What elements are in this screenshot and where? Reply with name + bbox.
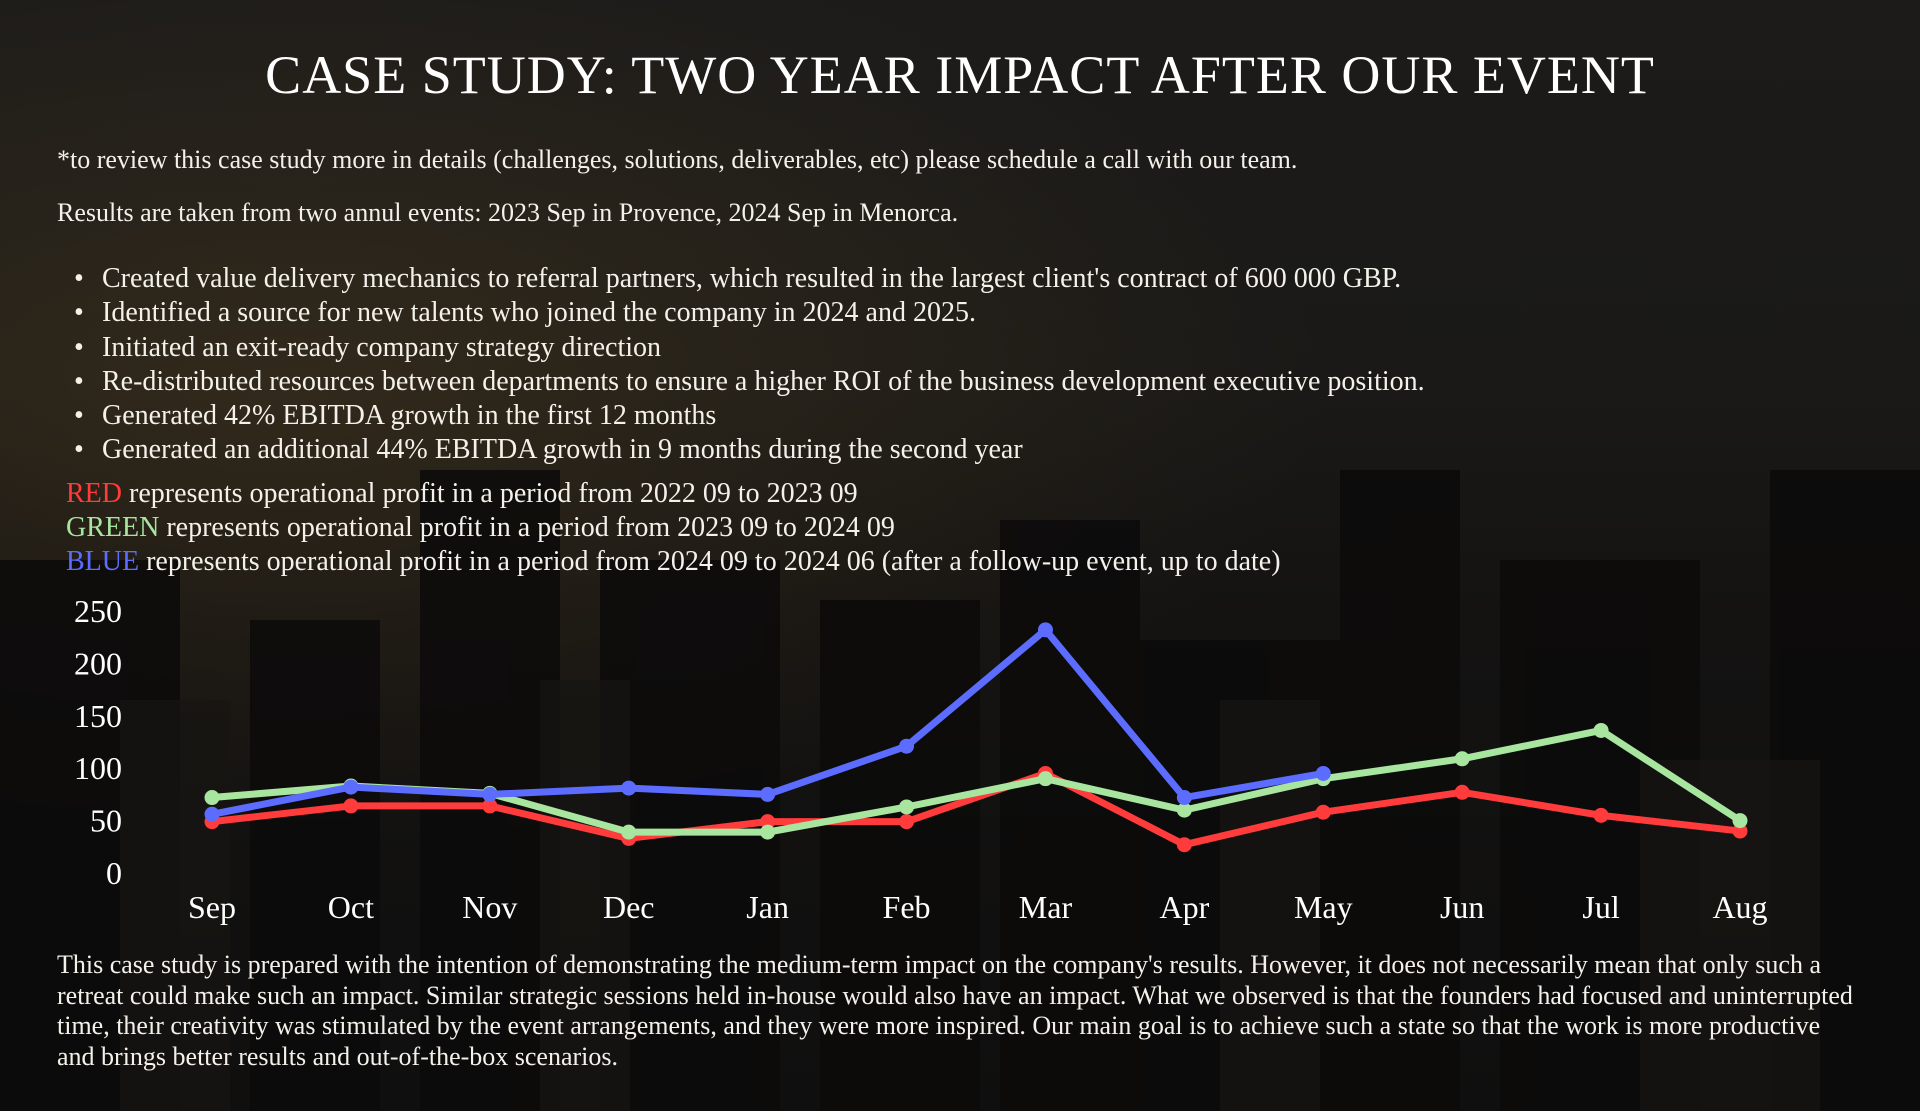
bullet-icon: • xyxy=(74,263,84,294)
x-tick-label: Oct xyxy=(328,889,374,925)
x-tick-label: Jan xyxy=(746,889,789,925)
y-tick-label: 150 xyxy=(74,698,122,734)
series-red xyxy=(204,765,1748,853)
data-point-blue xyxy=(899,738,915,754)
x-tick-label: Jul xyxy=(1582,889,1619,925)
legend-key-red: RED xyxy=(66,478,122,509)
x-tick-label: Feb xyxy=(883,889,931,925)
legend-green: GREEN represents operational profit in a… xyxy=(66,512,895,543)
x-tick-label: May xyxy=(1294,889,1353,925)
x-tick-label: Sep xyxy=(188,889,236,925)
data-point-green xyxy=(621,824,637,840)
data-point-blue xyxy=(1315,765,1331,781)
data-point-red xyxy=(1315,804,1331,820)
y-tick-label: 100 xyxy=(74,750,122,786)
x-tick-label: Apr xyxy=(1159,889,1209,925)
bullet-icon: • xyxy=(74,297,84,329)
data-point-red xyxy=(1176,837,1192,853)
series-line-blue xyxy=(211,626,1324,818)
legend-red: RED represents operational profit in a p… xyxy=(66,478,858,509)
disclaimer-paragraph: This case study is prepared with the int… xyxy=(57,950,1853,1071)
list-item: • Created value delivery mechanics to ref… xyxy=(74,262,1425,296)
bullet-icon: • xyxy=(74,400,84,432)
data-point-red xyxy=(760,814,776,830)
data-point-green xyxy=(1037,771,1053,787)
data-point-green xyxy=(1593,722,1609,738)
data-point-red xyxy=(343,798,359,814)
x-tick-label: Aug xyxy=(1712,889,1767,925)
data-point-green xyxy=(204,790,220,806)
data-point-green xyxy=(1176,802,1192,818)
bullet-icon: • xyxy=(74,331,84,363)
series-green xyxy=(204,722,1748,840)
bullet-icon: • xyxy=(74,365,84,397)
data-point-blue xyxy=(760,786,776,802)
data-point-blue xyxy=(1037,622,1053,638)
list-item: • Re-distributed resources between depart… xyxy=(74,365,1425,399)
data-point-blue xyxy=(204,806,220,822)
y-tick-label: 50 xyxy=(90,803,122,839)
data-point-red xyxy=(1732,823,1748,839)
data-point-blue xyxy=(1176,790,1192,806)
data-point-green xyxy=(1454,751,1470,767)
y-tick-label: 250 xyxy=(74,593,122,629)
schedule-call-note: *to review this case study more in detai… xyxy=(57,145,1298,174)
data-point-green xyxy=(899,799,915,815)
series-line-red xyxy=(211,769,1741,849)
data-point-red xyxy=(1454,784,1470,800)
legend-key-blue: BLUE xyxy=(66,546,140,577)
data-point-blue xyxy=(343,779,359,795)
results-list: • Created value delivery mechanics to ref… xyxy=(57,262,1425,468)
list-item: • Initiated an exit-ready company strateg… xyxy=(74,331,1425,365)
series-blue xyxy=(204,622,1331,822)
data-point-blue xyxy=(621,780,637,796)
list-item: • Generated 42% EBITDA growth in the firs… xyxy=(74,399,1425,433)
data-point-red xyxy=(1593,807,1609,823)
list-item: • Identified a source for new talents who… xyxy=(74,296,1425,330)
legend-key-green: GREEN xyxy=(66,512,160,543)
x-tick-label: Mar xyxy=(1019,889,1073,925)
legend-blue: BLUE represents operational profit in a … xyxy=(66,546,1281,577)
series-line-green xyxy=(211,726,1742,836)
y-tick-label: 0 xyxy=(106,855,122,891)
bullet-icon: • xyxy=(74,434,84,466)
y-tick-label: 200 xyxy=(74,645,122,681)
x-tick-label: Dec xyxy=(603,889,655,925)
data-point-red xyxy=(899,814,915,830)
x-tick-label: Nov xyxy=(462,889,517,925)
data-point-blue xyxy=(482,786,498,802)
data-point-green xyxy=(1732,813,1748,829)
data-point-red xyxy=(482,798,498,814)
events-note: Results are taken from two annul events:… xyxy=(57,198,959,227)
x-tick-label: Jun xyxy=(1440,889,1484,925)
list-item: • Generated an additional 44% EBITDA grow… xyxy=(74,433,1425,467)
page-title: CASE STUDY: TWO YEAR IMPACT AFTER OUR EV… xyxy=(265,45,1655,105)
data-point-green xyxy=(760,824,776,840)
